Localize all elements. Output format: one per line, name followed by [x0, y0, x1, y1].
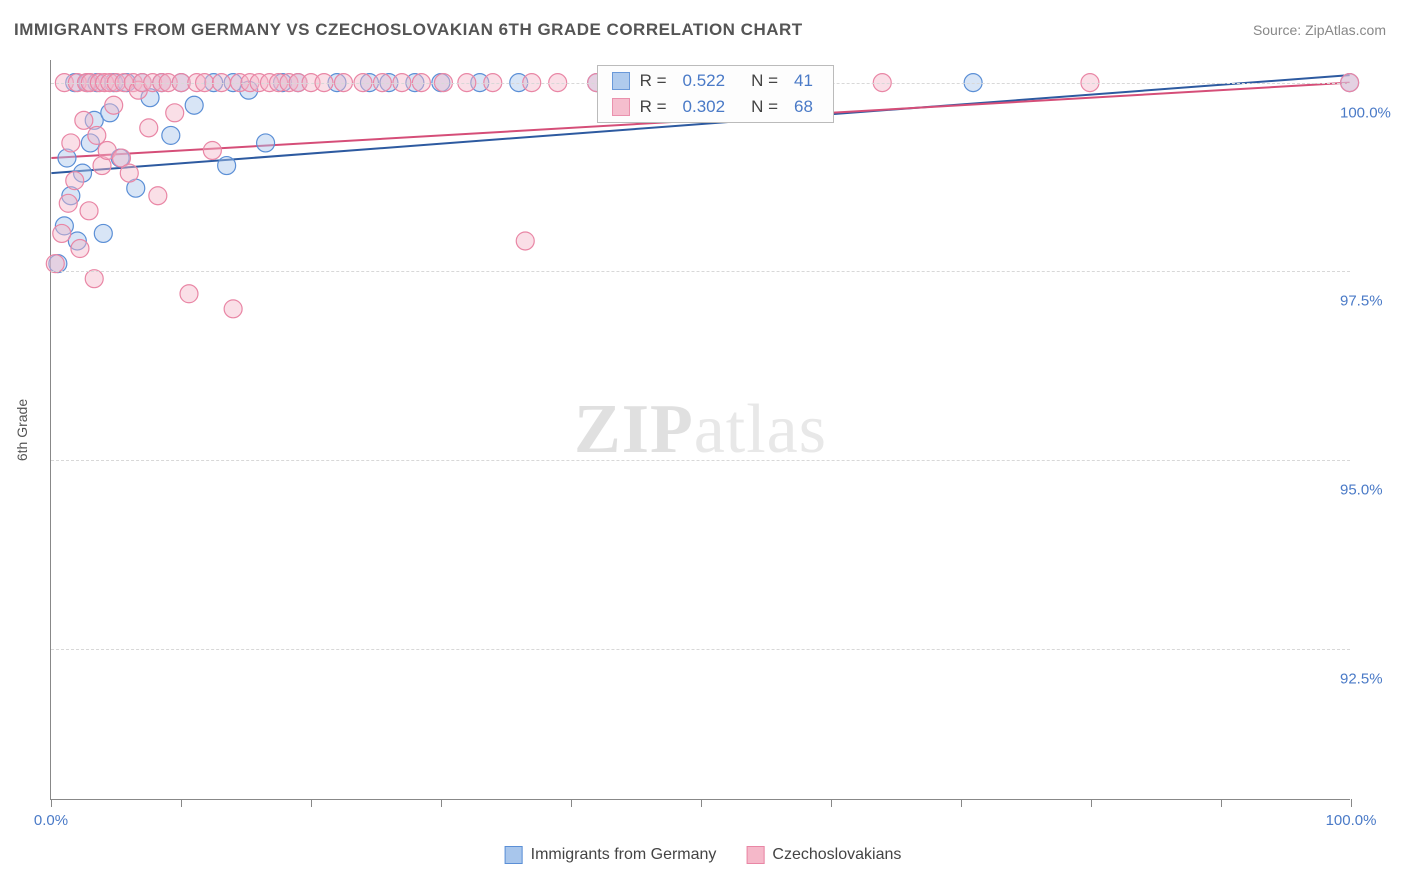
stat-r-value: 0.522 — [683, 71, 726, 91]
bottom-legend: Immigrants from Germany Czechoslovakians — [505, 846, 902, 864]
data-point — [62, 134, 80, 152]
plot-area: ZIPatlas 92.5%95.0%97.5%100.0%0.0%100.0%… — [50, 60, 1350, 800]
data-point — [94, 224, 112, 242]
legend-swatch-germany — [505, 846, 523, 864]
data-point — [185, 96, 203, 114]
y-tick-label: 97.5% — [1340, 293, 1400, 310]
x-tick — [961, 799, 962, 807]
stat-legend-box: R = 0.522 N = 41 R = 0.302 N = 68 — [597, 65, 834, 123]
y-tick-label: 92.5% — [1340, 670, 1400, 687]
stat-r-label: R = — [640, 71, 667, 91]
data-point — [59, 194, 77, 212]
chart-title: IMMIGRANTS FROM GERMANY VS CZECHOSLOVAKI… — [14, 20, 803, 40]
x-tick — [181, 799, 182, 807]
x-tick — [831, 799, 832, 807]
data-point — [88, 126, 106, 144]
data-point — [166, 104, 184, 122]
gridline — [51, 649, 1350, 650]
data-point — [224, 300, 242, 318]
x-tick-label: 0.0% — [34, 812, 68, 829]
data-point — [80, 202, 98, 220]
data-point — [140, 119, 158, 137]
legend-item-germany: Immigrants from Germany — [505, 846, 717, 864]
data-point — [75, 111, 93, 129]
scatter-canvas — [51, 60, 1350, 799]
data-point — [53, 224, 71, 242]
data-point — [120, 164, 138, 182]
data-point — [516, 232, 534, 250]
gridline — [51, 271, 1350, 272]
stat-n-label: N = — [751, 97, 778, 117]
stat-n-value: 41 — [794, 71, 813, 91]
data-point — [203, 142, 221, 160]
x-tick — [1221, 799, 1222, 807]
x-tick — [311, 799, 312, 807]
stat-row: R = 0.302 N = 68 — [598, 94, 833, 120]
data-point — [71, 240, 89, 258]
x-tick — [1351, 799, 1352, 807]
data-point — [218, 157, 236, 175]
stat-swatch — [612, 72, 630, 90]
data-point — [105, 96, 123, 114]
x-tick-label: 100.0% — [1326, 812, 1377, 829]
x-tick — [1091, 799, 1092, 807]
stat-row: R = 0.522 N = 41 — [598, 68, 833, 94]
y-tick-label: 95.0% — [1340, 482, 1400, 499]
legend-label-germany: Immigrants from Germany — [531, 846, 717, 864]
correlation-chart: IMMIGRANTS FROM GERMANY VS CZECHOSLOVAKI… — [0, 0, 1406, 892]
stat-r-value: 0.302 — [683, 97, 726, 117]
stat-r-label: R = — [640, 97, 667, 117]
y-tick-label: 100.0% — [1340, 104, 1400, 121]
data-point — [162, 126, 180, 144]
data-point — [257, 134, 275, 152]
stat-n-value: 68 — [794, 97, 813, 117]
data-point — [149, 187, 167, 205]
x-tick — [51, 799, 52, 807]
data-point — [46, 255, 64, 273]
x-tick — [441, 799, 442, 807]
legend-item-czech: Czechoslovakians — [746, 846, 901, 864]
x-tick — [701, 799, 702, 807]
legend-label-czech: Czechoslovakians — [772, 846, 901, 864]
y-axis-title: 6th Grade — [14, 399, 30, 461]
source-label: Source: — [1253, 22, 1301, 38]
x-tick — [571, 799, 572, 807]
source-name: ZipAtlas.com — [1305, 22, 1386, 38]
legend-swatch-czech — [746, 846, 764, 864]
source-attribution: Source: ZipAtlas.com — [1253, 22, 1386, 38]
data-point — [180, 285, 198, 303]
gridline — [51, 460, 1350, 461]
data-point — [66, 172, 84, 190]
stat-n-label: N = — [751, 71, 778, 91]
stat-swatch — [612, 98, 630, 116]
